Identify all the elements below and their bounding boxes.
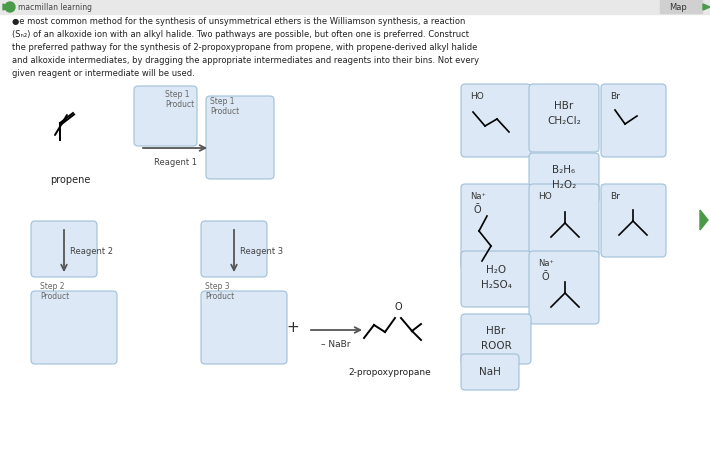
FancyBboxPatch shape [201, 221, 267, 277]
Text: B₂H₆: B₂H₆ [552, 165, 576, 175]
Text: – NaBr: – NaBr [321, 340, 351, 349]
Polygon shape [703, 4, 710, 10]
Text: Reagent 2: Reagent 2 [70, 247, 113, 256]
Text: propene: propene [50, 175, 90, 185]
Text: (Sₙ₂) of an alkoxide ion with an alkyl halide. Two pathways are possible, but of: (Sₙ₂) of an alkoxide ion with an alkyl h… [12, 30, 469, 39]
Text: HBr: HBr [486, 326, 506, 336]
Text: Br: Br [610, 192, 620, 201]
FancyBboxPatch shape [31, 221, 97, 277]
FancyBboxPatch shape [461, 184, 531, 270]
FancyBboxPatch shape [461, 84, 531, 157]
Bar [660, 0, 702, 13]
Text: Reagent 3: Reagent 3 [240, 247, 283, 256]
Text: 2-propoxypropane: 2-propoxypropane [349, 368, 432, 377]
Text: HO: HO [538, 192, 552, 201]
FancyBboxPatch shape [206, 96, 274, 179]
Polygon shape [700, 210, 708, 230]
Text: H₂SO₄: H₂SO₄ [481, 280, 511, 290]
FancyBboxPatch shape [529, 251, 599, 324]
Text: Ō: Ō [474, 205, 481, 215]
Text: NaH: NaH [479, 367, 501, 377]
Text: Step 1
Product: Step 1 Product [165, 90, 195, 110]
Text: the preferred pathway for the synthesis of 2-propoxypropane from propene, with p: the preferred pathway for the synthesis … [12, 43, 477, 52]
FancyBboxPatch shape [601, 84, 666, 157]
Text: O: O [394, 302, 402, 312]
Circle shape [5, 2, 15, 12]
FancyBboxPatch shape [461, 251, 531, 307]
Text: HO: HO [470, 92, 484, 101]
Text: macmillan learning: macmillan learning [18, 3, 92, 11]
Text: Br: Br [610, 92, 620, 101]
FancyBboxPatch shape [461, 354, 519, 390]
FancyBboxPatch shape [529, 153, 599, 203]
Polygon shape [3, 4, 10, 10]
FancyBboxPatch shape [201, 291, 287, 364]
FancyBboxPatch shape [529, 84, 599, 152]
Text: Na⁺: Na⁺ [538, 259, 554, 268]
Text: and alkoxide intermediates, by dragging the appropriate intermediates and reagen: and alkoxide intermediates, by dragging … [12, 56, 479, 65]
Text: Na⁺: Na⁺ [470, 192, 486, 201]
Text: HBr: HBr [555, 101, 574, 111]
Text: ●e most common method for the synthesis of unsymmetrical ethers is the Williamso: ●e most common method for the synthesis … [12, 17, 465, 26]
Text: Step 1
Product: Step 1 Product [210, 97, 239, 116]
Text: Step 2
Product: Step 2 Product [40, 282, 70, 301]
FancyBboxPatch shape [601, 184, 666, 257]
Bar [0, 0, 710, 14]
Text: H₂O: H₂O [486, 265, 506, 275]
Text: Ō: Ō [542, 272, 550, 282]
Text: +: + [287, 319, 300, 335]
FancyBboxPatch shape [31, 291, 117, 364]
Text: H₂O₂: H₂O₂ [552, 180, 576, 190]
Text: CH₂Cl₂: CH₂Cl₂ [547, 116, 581, 126]
Text: ROOR: ROOR [481, 341, 511, 351]
Text: Step 3
Product: Step 3 Product [205, 282, 234, 301]
Text: Map: Map [669, 3, 687, 11]
Text: given reagent or intermediate will be used.: given reagent or intermediate will be us… [12, 69, 195, 78]
FancyBboxPatch shape [134, 86, 197, 146]
FancyBboxPatch shape [529, 184, 599, 257]
FancyBboxPatch shape [461, 314, 531, 364]
Text: Reagent 1: Reagent 1 [153, 158, 197, 167]
